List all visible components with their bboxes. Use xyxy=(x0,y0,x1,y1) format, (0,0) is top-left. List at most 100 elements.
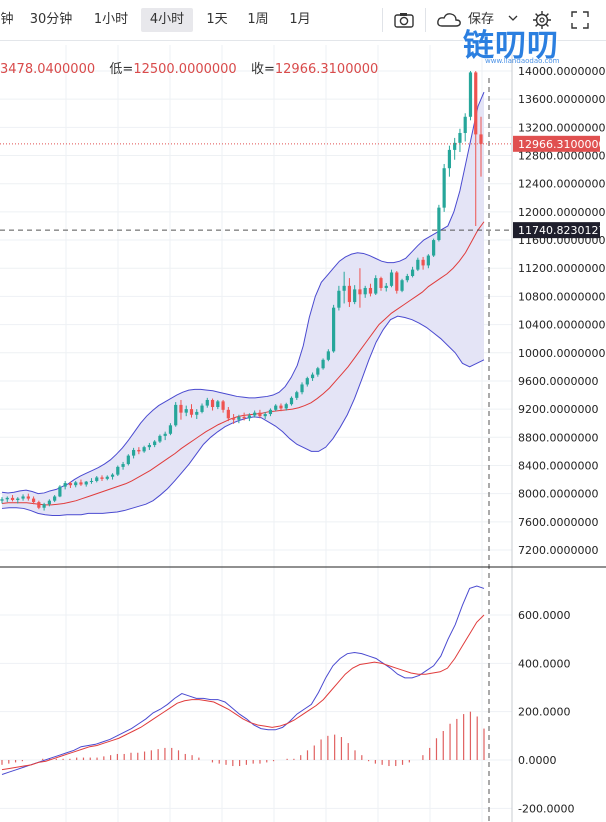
candle-body xyxy=(284,404,288,409)
bollinger-upper-line xyxy=(1,91,485,495)
price-axis-tick-label: 12800.0000000 xyxy=(518,150,605,163)
candle-body xyxy=(210,399,215,408)
candle-body xyxy=(316,368,320,375)
candle-body xyxy=(432,240,436,256)
candle-body xyxy=(68,483,73,486)
candle-body xyxy=(258,412,262,417)
candle-body xyxy=(437,207,441,241)
macd-axis-tick-label: 200.0000 xyxy=(518,706,571,719)
macd-axis-tick-label: 0.0000 xyxy=(518,754,557,767)
close-label: 收= xyxy=(250,62,275,77)
candle-body xyxy=(305,378,309,385)
toolbar-divider xyxy=(382,8,383,32)
candle-body xyxy=(58,486,62,497)
candle-body xyxy=(0,499,4,501)
candle-body xyxy=(116,466,120,475)
candle-body xyxy=(247,415,251,419)
candle-body xyxy=(279,405,283,409)
close-value: 12966.3100000 xyxy=(274,62,379,77)
price-axis-tick-label: 10000.0000000 xyxy=(518,347,605,360)
candle-body xyxy=(242,416,246,419)
moving-average-line xyxy=(1,221,485,506)
candle-body xyxy=(395,272,399,291)
candle-body xyxy=(205,399,209,406)
price-axis-tick-label: 11200.0000000 xyxy=(518,262,605,275)
bollinger-band xyxy=(1,91,485,516)
camera-icon[interactable] xyxy=(393,8,415,32)
gear-icon[interactable] xyxy=(532,8,552,32)
candle-body xyxy=(147,445,151,448)
candle-body xyxy=(126,455,130,465)
chevron-down-icon[interactable] xyxy=(508,8,518,32)
low-label: 低= xyxy=(109,62,134,77)
price-axis-tick-label: 12000.0000000 xyxy=(518,206,605,219)
fullscreen-icon[interactable] xyxy=(570,8,590,32)
candle-body xyxy=(216,401,220,408)
candle-body xyxy=(389,272,394,286)
candle-body xyxy=(100,477,104,479)
interval-button-1h[interactable]: 1小时 xyxy=(93,12,129,27)
interval-button-min[interactable]: 钟 xyxy=(0,12,14,27)
candle-body xyxy=(95,477,99,481)
macd-pane xyxy=(1,585,485,775)
interval-button-1w[interactable]: 1周 xyxy=(247,12,269,27)
candle-body xyxy=(342,285,346,291)
price-axis-tick-label: 12400.0000000 xyxy=(518,178,605,191)
candle-body xyxy=(463,116,467,133)
crosshair-price-tag-label: 11740.8230127 xyxy=(518,224,605,237)
y-axis: 14000.0000000 13600.0000000 13200.0000000 1… xyxy=(0,40,606,822)
cloud-icon[interactable] xyxy=(436,8,462,32)
candle-body xyxy=(374,278,378,294)
price-axis-tick-label: 14000.0000000 xyxy=(518,65,605,78)
price-axis-tick-label: 9200.0000000 xyxy=(518,403,598,416)
candle-body xyxy=(189,409,194,415)
candle-body xyxy=(79,482,83,485)
candle-body xyxy=(232,418,236,420)
candle-body xyxy=(142,447,146,452)
price-axis-tick-label: 8000.0000000 xyxy=(518,488,598,501)
interval-button-30m[interactable]: 30分钟 xyxy=(29,12,73,27)
price-axis-tick-label: 8400.0000000 xyxy=(518,459,598,472)
candle-body xyxy=(274,405,278,410)
candle-body xyxy=(295,392,299,398)
partial-value: 3478.0400000 xyxy=(0,62,96,77)
price-axis-tick-label: 7600.0000000 xyxy=(518,516,598,529)
macd-axis-tick-label: -200.0000 xyxy=(518,802,574,815)
candle-body xyxy=(332,307,336,352)
macd-line xyxy=(1,585,485,775)
candle-body xyxy=(153,441,157,446)
candle-body xyxy=(179,404,183,413)
candle-body xyxy=(474,72,478,135)
watermark-logo: 链叨叨 xyxy=(463,28,559,64)
candle-body xyxy=(53,496,57,501)
price-axis-tick-label: 13200.0000000 xyxy=(518,121,605,134)
candle-body xyxy=(89,480,94,482)
low-value: 12500.0000000 xyxy=(133,62,237,77)
macd-signal-line xyxy=(1,614,485,771)
candlestick-series xyxy=(0,71,483,511)
candle-body xyxy=(353,289,357,303)
bollinger-lower-line xyxy=(1,315,485,516)
interval-button-4h[interactable]: 4小时 xyxy=(141,8,193,32)
candle-body xyxy=(200,405,204,412)
candle-body xyxy=(21,496,25,499)
toolbar: 钟 30分钟 1小时 4小时 1天 1周 1月 保存 xyxy=(0,0,606,41)
save-button[interactable]: 保存 xyxy=(468,12,495,27)
candle-body xyxy=(421,259,425,266)
interval-button-1m[interactable]: 1月 xyxy=(289,12,311,27)
candle-body xyxy=(237,416,241,420)
watermark-url: www.liandaodao.com xyxy=(485,57,560,65)
candle-body xyxy=(5,497,9,500)
macd-axis-tick-label: 400.0000 xyxy=(518,657,571,670)
candle-body xyxy=(458,132,462,143)
candle-body xyxy=(253,412,257,416)
candle-body xyxy=(416,259,420,270)
candle-body xyxy=(226,409,230,419)
toolbar-divider xyxy=(425,8,426,32)
candle-body xyxy=(426,255,430,266)
candle-body xyxy=(47,500,51,505)
candle-body xyxy=(384,285,388,288)
bollinger-fill xyxy=(2,92,484,516)
interval-button-1d[interactable]: 1天 xyxy=(206,12,228,27)
